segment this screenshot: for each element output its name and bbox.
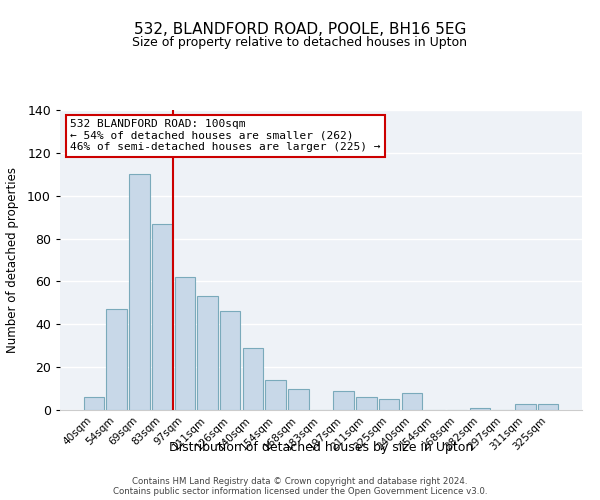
Bar — [84, 397, 104, 410]
Text: Contains public sector information licensed under the Open Government Licence v3: Contains public sector information licen… — [113, 486, 487, 496]
Bar — [106, 310, 127, 410]
Text: Size of property relative to detached houses in Upton: Size of property relative to detached ho… — [133, 36, 467, 49]
Bar — [334, 390, 354, 410]
Bar — [220, 312, 241, 410]
Text: 532 BLANDFORD ROAD: 100sqm
← 54% of detached houses are smaller (262)
46% of sem: 532 BLANDFORD ROAD: 100sqm ← 54% of deta… — [70, 119, 381, 152]
Bar — [175, 277, 195, 410]
Bar — [265, 380, 286, 410]
Bar — [538, 404, 558, 410]
Bar — [515, 404, 536, 410]
Text: Contains HM Land Registry data © Crown copyright and database right 2024.: Contains HM Land Registry data © Crown c… — [132, 476, 468, 486]
Bar — [152, 224, 172, 410]
Y-axis label: Number of detached properties: Number of detached properties — [6, 167, 19, 353]
Bar — [356, 397, 377, 410]
Text: Distribution of detached houses by size in Upton: Distribution of detached houses by size … — [169, 441, 473, 454]
Bar — [470, 408, 490, 410]
Text: 532, BLANDFORD ROAD, POOLE, BH16 5EG: 532, BLANDFORD ROAD, POOLE, BH16 5EG — [134, 22, 466, 38]
Bar — [197, 296, 218, 410]
Bar — [129, 174, 149, 410]
Bar — [401, 393, 422, 410]
Bar — [242, 348, 263, 410]
Bar — [379, 400, 400, 410]
Bar — [288, 388, 308, 410]
